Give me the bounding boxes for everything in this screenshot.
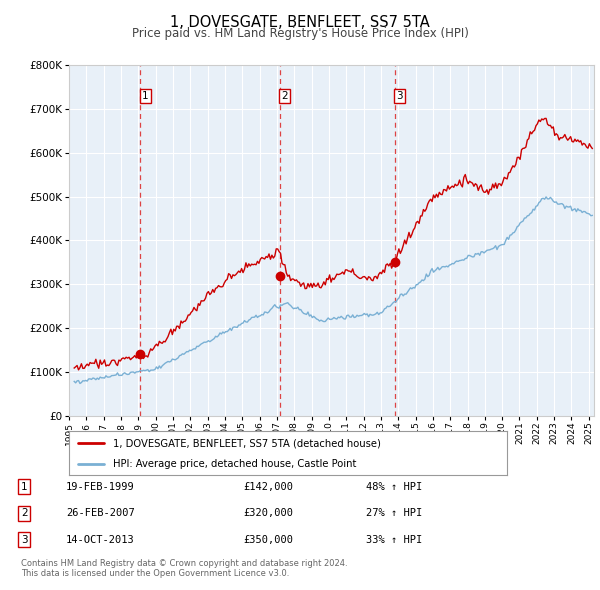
Text: 1, DOVESGATE, BENFLEET, SS7 5TA: 1, DOVESGATE, BENFLEET, SS7 5TA bbox=[170, 15, 430, 30]
Text: 33% ↑ HPI: 33% ↑ HPI bbox=[366, 535, 422, 545]
Text: Price paid vs. HM Land Registry's House Price Index (HPI): Price paid vs. HM Land Registry's House … bbox=[131, 27, 469, 40]
Text: £320,000: £320,000 bbox=[243, 509, 293, 518]
Text: 1: 1 bbox=[21, 482, 28, 491]
Text: £350,000: £350,000 bbox=[243, 535, 293, 545]
Text: 1: 1 bbox=[142, 91, 149, 101]
Text: HPI: Average price, detached house, Castle Point: HPI: Average price, detached house, Cast… bbox=[113, 459, 356, 469]
Text: This data is licensed under the Open Government Licence v3.0.: This data is licensed under the Open Gov… bbox=[21, 569, 289, 578]
Text: 19-FEB-1999: 19-FEB-1999 bbox=[66, 482, 135, 491]
Text: 2: 2 bbox=[281, 91, 288, 101]
Text: 48% ↑ HPI: 48% ↑ HPI bbox=[366, 482, 422, 491]
Text: 27% ↑ HPI: 27% ↑ HPI bbox=[366, 509, 422, 518]
Text: 26-FEB-2007: 26-FEB-2007 bbox=[66, 509, 135, 518]
Text: Contains HM Land Registry data © Crown copyright and database right 2024.: Contains HM Land Registry data © Crown c… bbox=[21, 559, 347, 568]
Text: 14-OCT-2013: 14-OCT-2013 bbox=[66, 535, 135, 545]
Text: 3: 3 bbox=[397, 91, 403, 101]
Text: 3: 3 bbox=[21, 535, 28, 545]
Text: 2: 2 bbox=[21, 509, 28, 518]
Text: 1, DOVESGATE, BENFLEET, SS7 5TA (detached house): 1, DOVESGATE, BENFLEET, SS7 5TA (detache… bbox=[113, 438, 380, 448]
Text: £142,000: £142,000 bbox=[243, 482, 293, 491]
